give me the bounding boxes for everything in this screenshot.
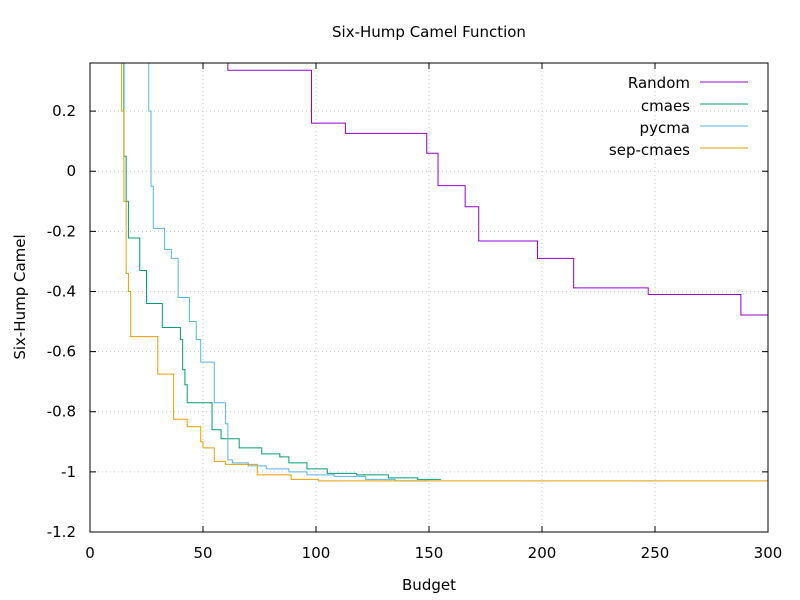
legend-label-cmaes: cmaes	[641, 97, 690, 115]
x-tick-label: 200	[528, 544, 557, 562]
y-tick-label: 0	[66, 162, 76, 180]
legend-label-random: Random	[628, 74, 690, 92]
legend-label-pycma: pycma	[640, 119, 690, 137]
series-line-pycma	[148, 63, 429, 482]
y-tick-label: -0.2	[47, 222, 76, 240]
grid-lines	[90, 63, 768, 532]
y-tick-label: -1.2	[47, 523, 76, 541]
y-tick-label: -0.4	[47, 282, 76, 300]
y-tick-label: -1	[61, 463, 76, 481]
x-tick-label: 50	[193, 544, 212, 562]
y-tick-label: -0.8	[47, 403, 76, 421]
x-tick-label: 100	[302, 544, 331, 562]
series-line-cmaes	[123, 63, 441, 480]
y-axis-label: Six-Hump Camel	[11, 234, 29, 359]
y-tick-label: -0.6	[47, 343, 76, 361]
x-tick-label: 250	[641, 544, 670, 562]
legend-label-sep-cmaes: sep-cmaes	[609, 141, 690, 159]
chart-title: Six-Hump Camel Function	[332, 23, 526, 41]
x-tick-label: 0	[85, 544, 95, 562]
legend: Random cmaes pycma sep-cmaes	[609, 74, 748, 159]
x-tick-label: 150	[415, 544, 444, 562]
x-tick-label: 300	[754, 544, 783, 562]
series-line-sep-cmaes	[121, 63, 768, 482]
series-line-random	[227, 63, 768, 316]
axis-ticks	[89, 63, 769, 533]
y-tick-label: 0.2	[52, 102, 76, 120]
x-axis-label: Budget	[402, 576, 456, 594]
series-lines	[121, 63, 768, 482]
tick-labels: 0 50 100 150 200 250 300 -1.2 -1 -0.8 -0.6 -0.4 -0.2…	[47, 102, 783, 562]
